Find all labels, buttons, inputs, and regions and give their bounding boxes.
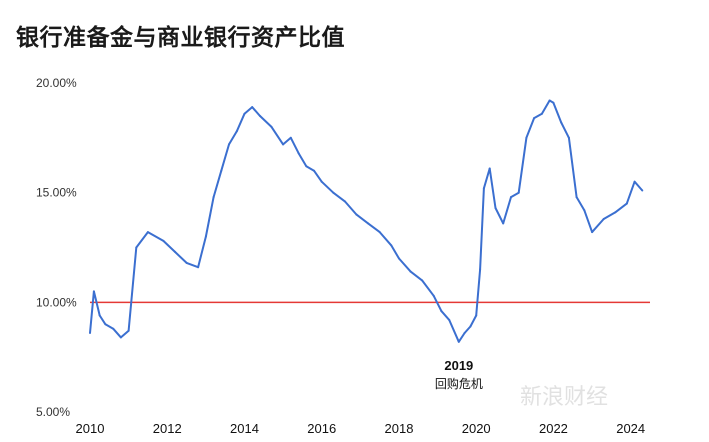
y-axis-ticks: 20.00% 15.00% 10.00% 5.00% [36, 76, 77, 419]
x-tick-label: 2022 [539, 421, 568, 436]
data-point [258, 114, 261, 117]
data-point [479, 268, 482, 271]
x-tick-label: 2018 [385, 421, 414, 436]
x-tick-label: 2012 [153, 421, 182, 436]
data-point [463, 332, 466, 334]
series-points [89, 99, 644, 343]
x-tick-label: 2020 [462, 421, 491, 436]
data-point [583, 209, 586, 212]
data-point [127, 329, 130, 332]
data-point [540, 112, 543, 115]
data-point [448, 318, 451, 321]
data-point [552, 101, 555, 104]
data-point [228, 143, 230, 146]
data-point [332, 191, 335, 194]
data-point [367, 222, 370, 225]
data-point [482, 187, 485, 190]
chart-title: 银行准备金与商业银行资产比值 [16, 25, 345, 51]
data-point [174, 250, 176, 253]
data-point [89, 332, 91, 334]
data-point [390, 244, 393, 247]
data-point [251, 106, 254, 109]
data-point [641, 189, 644, 192]
annotation-label: 回购危机 [435, 376, 483, 391]
data-point [440, 310, 443, 313]
data-point [313, 169, 315, 172]
y-tick-label: 5.00% [36, 405, 70, 419]
data-point [220, 169, 223, 172]
data-point [575, 196, 578, 199]
data-point [92, 290, 95, 293]
x-tick-label: 2016 [307, 421, 336, 436]
data-point [197, 266, 200, 269]
data-point [533, 117, 536, 120]
data-point [633, 180, 636, 183]
data-point [289, 136, 292, 139]
data-point [548, 99, 551, 102]
data-point [98, 314, 101, 317]
data-point [591, 231, 594, 234]
data-point [320, 180, 323, 183]
data-point [243, 112, 246, 115]
data-point [282, 143, 285, 146]
data-point [502, 222, 505, 225]
x-tick-label: 2010 [76, 421, 105, 436]
data-point [560, 121, 563, 124]
x-tick-label: 2014 [230, 421, 259, 436]
y-tick-label: 20.00% [36, 76, 77, 90]
data-point [432, 294, 435, 297]
data-point [146, 231, 149, 234]
data-point [525, 136, 528, 139]
data-point [510, 196, 512, 199]
data-point [343, 200, 346, 203]
data-point [104, 323, 107, 326]
series-line [89, 99, 644, 343]
x-tick-label: 2024 [616, 421, 645, 436]
data-point [517, 191, 520, 194]
data-point [409, 270, 412, 273]
data-point [119, 336, 122, 339]
data-point [421, 279, 424, 282]
watermark: 新浪财经 [520, 385, 608, 410]
data-point [469, 325, 472, 328]
data-point [135, 246, 138, 249]
data-point [378, 231, 381, 234]
data-point [270, 125, 273, 128]
data-point [355, 213, 358, 216]
data-point [567, 136, 570, 139]
data-point [235, 130, 238, 133]
x-axis-ticks: 2010 2012 2014 2016 2018 2020 2022 2024 [76, 421, 646, 436]
annotation-year: 2019 [444, 358, 473, 373]
data-point [162, 239, 165, 242]
data-point [488, 167, 491, 170]
y-tick-label: 15.00% [36, 186, 77, 200]
data-point [475, 314, 478, 317]
data-point [305, 165, 308, 168]
data-point [212, 196, 215, 199]
data-point [297, 152, 300, 155]
data-point [494, 207, 497, 209]
data-point [625, 202, 628, 205]
data-point [602, 218, 605, 220]
data-point [614, 211, 617, 214]
data-point [204, 235, 207, 238]
data-point [457, 340, 460, 343]
data-point [112, 327, 115, 330]
y-tick-label: 10.00% [36, 295, 77, 309]
data-point [398, 257, 400, 260]
data-point [185, 261, 188, 264]
